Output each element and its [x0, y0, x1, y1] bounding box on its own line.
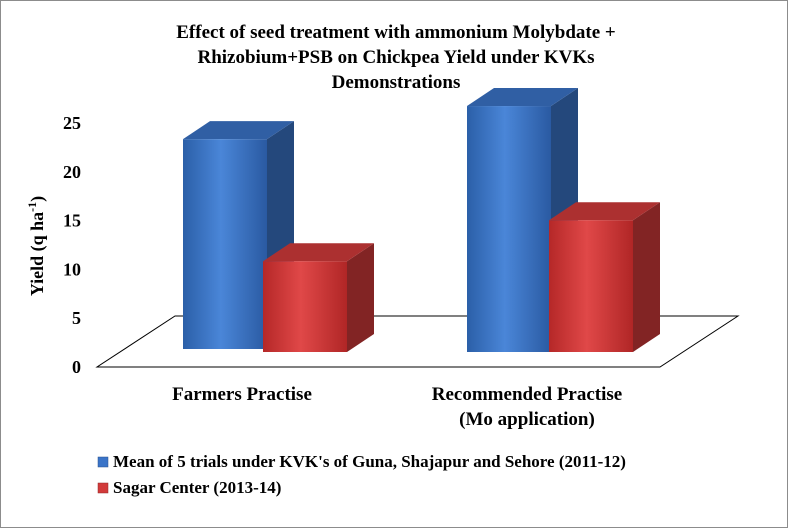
chart-title-line: Effect of seed treatment with ammonium M…	[176, 22, 615, 43]
bar-top	[549, 202, 660, 221]
y-axis-title-main: Yield (q ha	[27, 212, 48, 296]
chart-title: Effect of seed treatment with ammonium M…	[176, 22, 615, 93]
x-category-label: Recommended Practise	[432, 384, 622, 405]
bar-front	[467, 106, 551, 352]
y-tick-label: 15	[63, 211, 81, 231]
legend: Mean of 5 trials under KVK's of Guna, Sh…	[97, 452, 626, 497]
legend-entry-1: Sagar Center (2013-14)	[113, 478, 281, 497]
y-axis-title: Yield (q ha-1)	[25, 196, 48, 296]
y-tick-label: 10	[63, 259, 81, 279]
bar-side	[633, 202, 660, 352]
legend-swatch-0	[97, 456, 109, 468]
y-tick-label: 20	[63, 162, 81, 182]
y-tick-label: 5	[72, 308, 81, 328]
y-tick-label: 25	[63, 113, 81, 133]
x-category-label: Farmers Practise	[172, 384, 312, 405]
legend-swatch-1	[97, 482, 109, 494]
legend-entry-0: Mean of 5 trials under KVK's of Guna, Sh…	[113, 452, 626, 471]
bar-side	[347, 243, 374, 352]
y-axis-title-close: )	[27, 196, 48, 202]
chart-title-line: Rhizobium+PSB on Chickpea Yield under KV…	[197, 47, 594, 68]
x-axis-categories: Farmers Practise Recommended Practise (Mo …	[172, 384, 622, 430]
y-axis-label: Yield (q ha-1)	[25, 196, 48, 296]
bar-top	[183, 121, 294, 140]
chart-title-line: Demonstrations	[332, 72, 461, 93]
bar-0-1	[263, 243, 374, 352]
y-tick-label: 0	[72, 357, 81, 377]
bars	[183, 88, 660, 352]
x-category-label: (Mo application)	[459, 409, 595, 430]
bar-top	[467, 88, 578, 107]
y-axis-ticks: 0 5 10 15 20 25	[63, 113, 81, 377]
y-axis-title-sup: -1	[25, 202, 39, 212]
bar-front	[549, 220, 633, 352]
bar-top	[263, 243, 374, 262]
bar-1-1	[549, 202, 660, 352]
bar-front	[183, 139, 267, 349]
bar-1-0	[467, 88, 578, 352]
bar-front	[263, 261, 347, 352]
